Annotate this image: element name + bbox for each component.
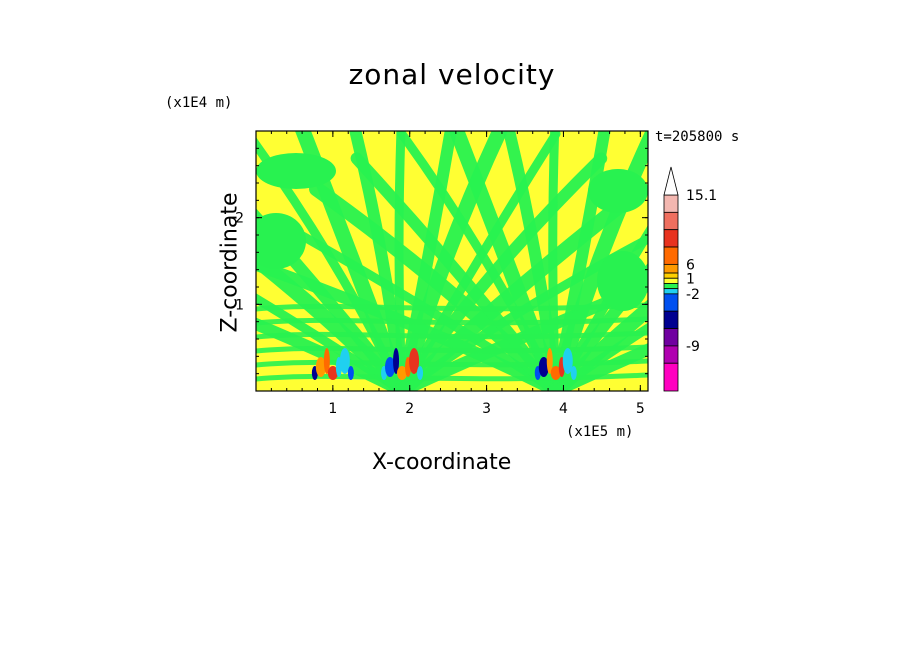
layer-band — [256, 316, 648, 326]
x-tick-label: 3 — [482, 401, 491, 417]
velocity-anomaly — [409, 348, 420, 374]
velocity-anomaly — [323, 348, 330, 374]
colorbar-segment — [663, 288, 679, 295]
colorbar: 15.1 61-2 -9 — [663, 166, 717, 392]
colorbar-segment — [663, 277, 679, 284]
layer-band — [256, 302, 648, 312]
velocity-anomaly — [417, 366, 424, 380]
z-axis-ticks: 12 — [235, 147, 648, 375]
colorbar-segment — [663, 345, 679, 364]
wave-band — [549, 343, 648, 391]
velocity-anomaly — [347, 366, 354, 380]
wave-band — [448, 131, 564, 391]
field-patch — [256, 213, 306, 269]
wave-band — [256, 258, 562, 391]
velocity-anomaly — [315, 357, 326, 377]
wave-band — [294, 131, 410, 391]
field-patch — [588, 169, 648, 213]
colorbar-segment — [663, 293, 679, 312]
colorbar-segment — [663, 246, 679, 265]
plot-frame — [255, 130, 649, 392]
wave-band — [350, 152, 562, 391]
x-tick-label: 5 — [636, 401, 645, 417]
layer-band — [256, 372, 648, 382]
layer-band — [256, 330, 648, 340]
colorbar-extend-arrow — [663, 166, 679, 196]
colorbar-segment — [663, 263, 679, 274]
x-unit-label: (x1E5 m) — [566, 424, 634, 440]
velocity-anomaly — [397, 366, 408, 380]
z-tick-label: 2 — [235, 211, 244, 227]
field-patch — [597, 251, 648, 311]
velocity-anomaly — [385, 357, 396, 377]
colorbar-label: 1 — [686, 271, 695, 287]
colorbar-segment — [663, 362, 679, 392]
colorbar-label: 15.1 — [686, 188, 717, 204]
time-label: t=205800 s — [655, 129, 740, 145]
velocity-anomaly — [393, 348, 400, 374]
colorbar-label: -2 — [686, 287, 700, 303]
field-patch — [256, 153, 336, 189]
velocity-anomaly — [570, 366, 577, 380]
velocity-anomaly — [546, 348, 553, 374]
colorbar-segment — [663, 211, 679, 231]
wave-band — [551, 322, 648, 391]
velocity-anomaly — [562, 348, 573, 374]
colorbar-segment — [663, 310, 679, 329]
z-unit-label: (x1E4 m) — [165, 95, 233, 111]
x-tick-label: 4 — [559, 401, 568, 417]
colorbar-segment — [663, 272, 679, 279]
chart-title: zonal velocity — [348, 58, 556, 91]
velocity-anomaly — [327, 366, 338, 380]
z-tick-label: 1 — [235, 297, 244, 313]
colorbar-segment — [663, 194, 679, 213]
colorbar-segment — [663, 229, 679, 248]
velocity-anomaly — [550, 366, 561, 380]
velocity-anomaly — [538, 357, 549, 377]
colorbar-segment — [663, 328, 679, 347]
colorbar-label: 6 — [686, 257, 695, 273]
colorbar-label: -9 — [686, 339, 700, 355]
wave-band — [548, 131, 561, 391]
velocity-anomaly — [339, 348, 350, 374]
colorbar-segment — [663, 283, 679, 290]
contour-plot — [256, 131, 648, 391]
x-axis-title: X-coordinate — [372, 450, 512, 475]
x-axis-ticks: 1 2 3 4 5 — [270, 131, 645, 417]
x-tick-label: 2 — [405, 401, 414, 417]
x-tick-label: 1 — [328, 401, 337, 417]
wave-band — [256, 317, 409, 391]
